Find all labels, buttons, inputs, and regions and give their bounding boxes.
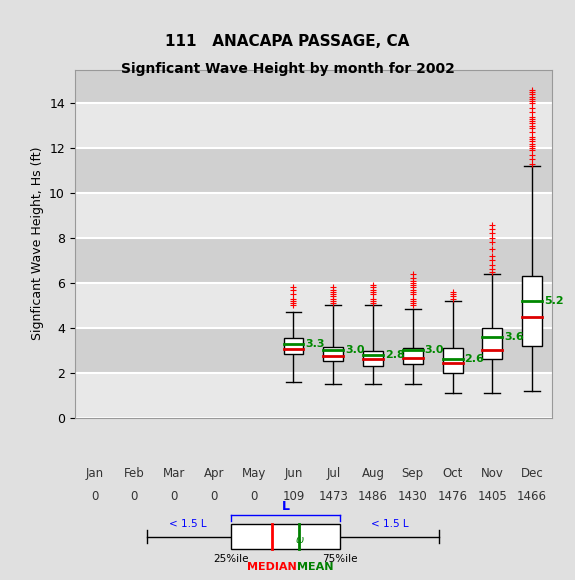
Text: 2.6: 2.6 — [465, 354, 484, 364]
Bar — [75, 70, 552, 103]
Text: 1430: 1430 — [398, 490, 428, 503]
Text: Jan: Jan — [86, 467, 104, 480]
Bar — [75, 148, 552, 193]
Text: < 1.5 L: < 1.5 L — [371, 520, 408, 530]
Bar — [75, 238, 552, 283]
Text: 25%ile: 25%ile — [213, 554, 249, 564]
Text: 1466: 1466 — [517, 490, 547, 503]
Bar — [231, 524, 340, 549]
Text: $\omega$: $\omega$ — [294, 535, 304, 545]
Text: 1486: 1486 — [358, 490, 388, 503]
Text: 111   ANACAPA PASSAGE, CA: 111 ANACAPA PASSAGE, CA — [166, 34, 409, 49]
Text: MEAN: MEAN — [297, 562, 333, 572]
Text: MEDIAN: MEDIAN — [247, 562, 296, 572]
Text: 109: 109 — [282, 490, 305, 503]
Text: 5.2: 5.2 — [544, 296, 564, 306]
Bar — [75, 103, 552, 148]
Text: 0: 0 — [171, 490, 178, 503]
Text: 0: 0 — [91, 490, 98, 503]
Text: 75%ile: 75%ile — [322, 554, 358, 564]
Text: 1476: 1476 — [438, 490, 467, 503]
Text: 3.3: 3.3 — [305, 339, 325, 349]
Text: Dec: Dec — [521, 467, 543, 480]
Bar — [75, 328, 552, 373]
Text: Nov: Nov — [481, 467, 504, 480]
Bar — [283, 338, 304, 354]
Text: 3.6: 3.6 — [504, 332, 524, 342]
Text: 3.0: 3.0 — [425, 345, 444, 355]
Text: 1405: 1405 — [477, 490, 507, 503]
Text: Feb: Feb — [124, 467, 145, 480]
Text: Apr: Apr — [204, 467, 224, 480]
Text: < 1.5 L: < 1.5 L — [169, 520, 206, 530]
Text: 2.8: 2.8 — [385, 350, 405, 360]
Bar — [75, 373, 552, 418]
Text: 0: 0 — [210, 490, 217, 503]
Text: L: L — [282, 500, 289, 513]
Bar — [443, 348, 462, 373]
Bar — [75, 283, 552, 328]
Bar — [522, 276, 542, 346]
Bar — [323, 347, 343, 361]
Text: Jun: Jun — [284, 467, 302, 480]
Text: May: May — [242, 467, 266, 480]
Text: Oct: Oct — [442, 467, 463, 480]
Text: Sep: Sep — [402, 467, 424, 480]
Bar — [75, 193, 552, 238]
Text: 1473: 1473 — [319, 490, 348, 503]
Text: 0: 0 — [250, 490, 258, 503]
Bar — [403, 348, 423, 364]
Text: 0: 0 — [131, 490, 138, 503]
Text: Signficant Wave Height by month for 2002: Signficant Wave Height by month for 2002 — [121, 61, 454, 75]
Bar — [482, 328, 503, 359]
Bar — [363, 351, 383, 366]
Y-axis label: Signficant Wave Height, Hs (ft): Signficant Wave Height, Hs (ft) — [30, 147, 44, 340]
Text: Aug: Aug — [362, 467, 385, 480]
Text: Mar: Mar — [163, 467, 185, 480]
Text: 3.0: 3.0 — [345, 345, 365, 355]
Text: Jul: Jul — [326, 467, 340, 480]
